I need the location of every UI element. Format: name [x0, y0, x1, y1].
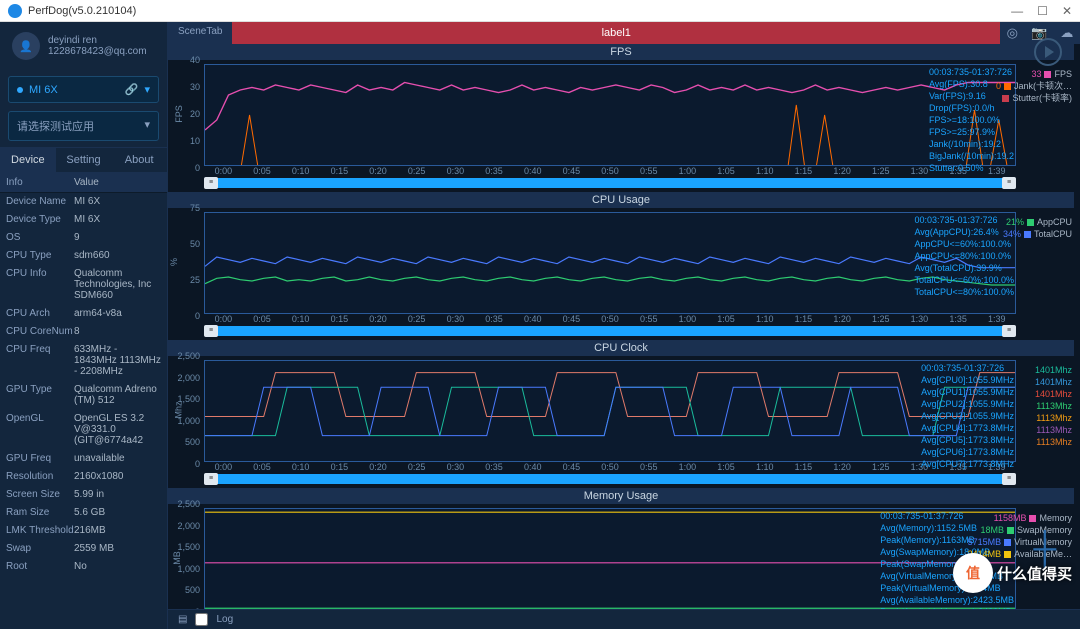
- panel-icon[interactable]: ▤: [178, 614, 187, 625]
- table-row: RootNo: [0, 558, 167, 576]
- tab-about[interactable]: About: [111, 148, 167, 172]
- plot-area[interactable]: [204, 360, 1016, 462]
- time-slider[interactable]: ≡≡: [204, 326, 1016, 336]
- table-row: Ram Size5.6 GB: [0, 504, 167, 522]
- chart-title: Memory Usage: [168, 488, 1074, 504]
- scene-tab[interactable]: SceneTab: [168, 22, 232, 44]
- user-email: 1228678423@qq.com: [48, 46, 147, 57]
- sidebar: 👤 deyindi ren 1228678423@qq.com MI 6X 🔗 …: [0, 22, 168, 629]
- chart-legend: 21%AppCPU34%TotalCPU: [1003, 216, 1072, 240]
- app-icon: [8, 4, 22, 18]
- user-panel: 👤 deyindi ren 1228678423@qq.com: [0, 22, 167, 70]
- play-button[interactable]: [1034, 38, 1062, 66]
- table-row: GPU TypeQualcomm Adreno (TM) 512: [0, 381, 167, 410]
- chart-fps: FPS FPS 403020100 00:03:735-01:37:726Avg…: [168, 44, 1074, 188]
- app-selector[interactable]: 请选探测试应用 ▾: [8, 111, 159, 141]
- window-buttons: — ☐ ✕: [1011, 4, 1072, 18]
- plot-area[interactable]: [204, 64, 1016, 166]
- user-name: deyindi ren: [48, 35, 147, 46]
- window-titlebar: PerfDog(v5.0.210104) — ☐ ✕: [0, 0, 1080, 22]
- bottom-bar: ▤ Log: [168, 609, 1080, 629]
- close-button[interactable]: ✕: [1062, 4, 1072, 18]
- cloud-icon[interactable]: ☁: [1060, 25, 1073, 41]
- plot-area[interactable]: [204, 212, 1016, 314]
- table-row: CPU CoreNum8: [0, 323, 167, 341]
- tab-device[interactable]: Device: [0, 148, 56, 172]
- table-row: CPU Freq633MHz - 1843MHz 1113MHz - 2208M…: [0, 341, 167, 381]
- sidebar-tabs: Device Setting About: [0, 147, 167, 173]
- table-row: Screen Size5.99 in: [0, 486, 167, 504]
- watermark: 值 什么值得买: [953, 553, 1072, 593]
- table-row: Swap2559 MB: [0, 540, 167, 558]
- table-row: Resolution2160x1080: [0, 468, 167, 486]
- scene-label[interactable]: label1: [232, 22, 1000, 44]
- table-row: CPU Typesdm660: [0, 247, 167, 265]
- window-title: PerfDog(v5.0.210104): [28, 5, 1011, 17]
- link-icon: 🔗: [125, 83, 139, 96]
- location-icon[interactable]: ◎: [1007, 25, 1018, 41]
- time-slider[interactable]: ≡≡: [204, 474, 1016, 484]
- chart-title: FPS: [168, 44, 1074, 60]
- main-panel: SceneTab label1 ◎ 📷 ☁ FPS FPS 403020100 …: [168, 22, 1080, 629]
- chart-legend: 1401Mhz1401Mhz1401Mhz1113Mhz1113Mhz1113M…: [1035, 364, 1072, 448]
- tab-setting[interactable]: Setting: [56, 148, 112, 172]
- chart-legend: 33FPS0Jank(卡顿次…Stutter(卡顿率): [996, 68, 1072, 104]
- chart-memory usage: Memory Usage MB 2,5002,0001,5001,0005000…: [168, 488, 1074, 609]
- chart-cpu usage: CPU Usage % 7550250 00:03:735-01:37:726A…: [168, 192, 1074, 336]
- table-row: CPU InfoQualcomm Technologies, Inc SDM66…: [0, 265, 167, 305]
- device-selector[interactable]: MI 6X 🔗 ▾: [8, 76, 159, 103]
- table-row: LMK Threshold216MB: [0, 522, 167, 540]
- avatar[interactable]: 👤: [12, 32, 40, 60]
- plot-area[interactable]: [204, 508, 1016, 609]
- chart-title: CPU Clock: [168, 340, 1074, 356]
- chart-title: CPU Usage: [168, 192, 1074, 208]
- time-slider[interactable]: ≡≡: [204, 178, 1016, 188]
- chevron-down-icon: ▾: [144, 83, 150, 96]
- log-checkbox[interactable]: [195, 613, 208, 626]
- log-label: Log: [216, 614, 233, 625]
- chevron-down-icon: ▾: [144, 118, 150, 134]
- table-row: OS9: [0, 229, 167, 247]
- table-row: OpenGLOpenGL ES 3.2 V@331.0 (GIT@6774a42: [0, 410, 167, 450]
- table-row: GPU Frequnavailable: [0, 450, 167, 468]
- table-row: Device TypeMI 6X: [0, 211, 167, 229]
- chart-cpu clock: CPU Clock Mhz 2,5002,0001,5001,0005000 0…: [168, 340, 1074, 484]
- table-row: Device NameMI 6X: [0, 193, 167, 211]
- minimize-button[interactable]: —: [1011, 4, 1023, 18]
- device-info-table: InfoValue Device NameMI 6XDevice TypeMI …: [0, 173, 167, 629]
- table-row: CPU Archarm64-v8a: [0, 305, 167, 323]
- maximize-button[interactable]: ☐: [1037, 4, 1048, 18]
